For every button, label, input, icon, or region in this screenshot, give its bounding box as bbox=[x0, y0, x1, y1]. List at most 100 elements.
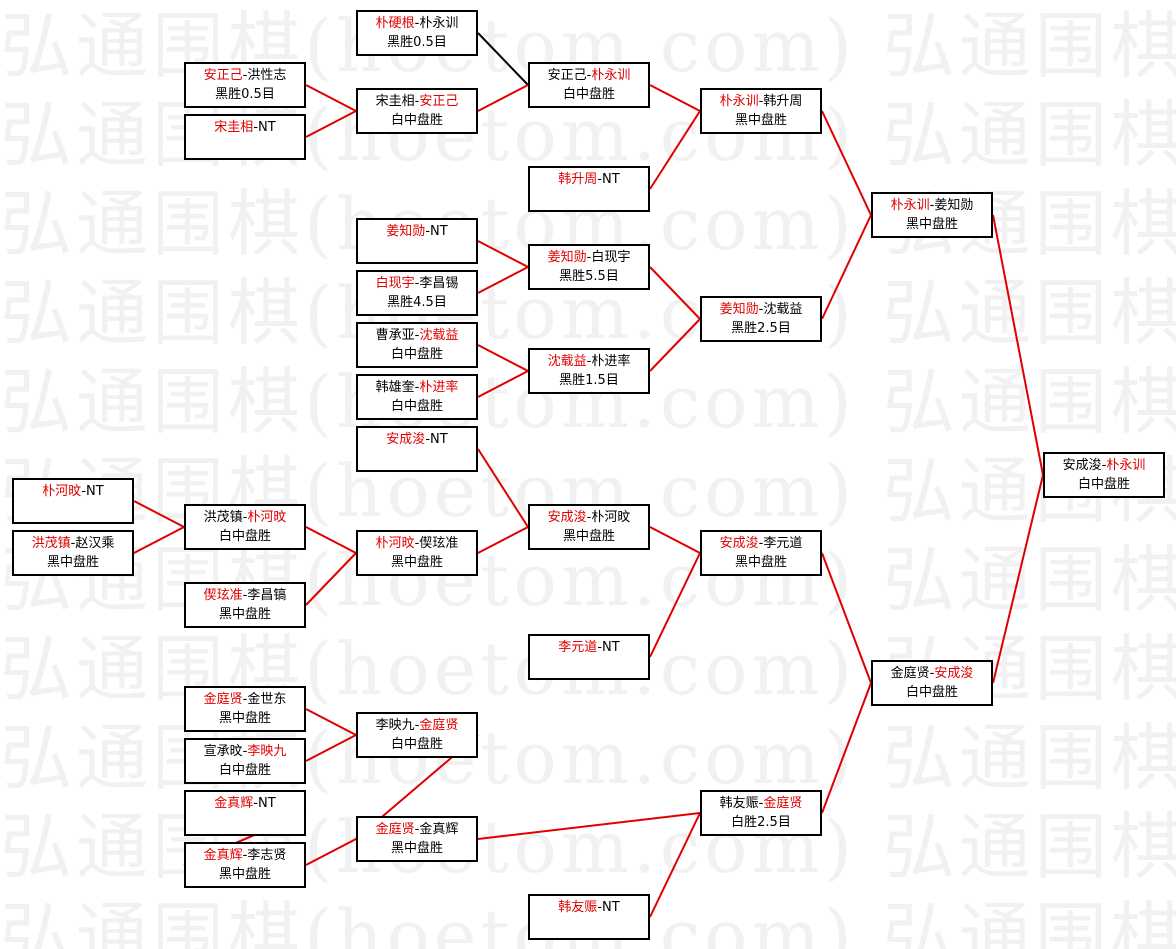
match-players: 朴河旼-NT bbox=[14, 482, 132, 501]
match-players: 朴硬根-朴永训 bbox=[358, 14, 476, 33]
separator: - bbox=[414, 276, 420, 291]
match-players: 安成浚-李元道 bbox=[702, 534, 820, 553]
separator: - bbox=[414, 328, 420, 343]
match-result: 黑中盘胜 bbox=[46, 555, 99, 570]
bracket-link bbox=[992, 474, 1044, 684]
bracket-link bbox=[477, 84, 529, 112]
winner-name: 宋圭相 bbox=[214, 120, 254, 135]
match-box: 朴河旼-偰玹准 黑中盘胜 bbox=[356, 530, 478, 576]
match-players: 安成浚-朴永训 bbox=[1045, 456, 1163, 475]
bracket-link bbox=[477, 526, 529, 554]
match-box: 曹承亚-沈载益 白中盘胜 bbox=[356, 322, 478, 368]
match-players: 安成浚-朴河旼 bbox=[530, 508, 648, 527]
bracket-link bbox=[477, 240, 529, 268]
match-box: 李映九-金庭贤 白中盘胜 bbox=[356, 712, 478, 758]
bracket-link bbox=[305, 526, 357, 554]
separator: - bbox=[253, 120, 259, 135]
player-name: 朴进率 bbox=[591, 354, 631, 369]
match-result: 白中盘胜 bbox=[218, 763, 271, 778]
match-result: 白中盘胜 bbox=[218, 529, 271, 544]
player-name: 李映九 bbox=[375, 718, 415, 733]
match-result: 黑胜4.5目 bbox=[387, 295, 447, 310]
player-name: 洪茂镇 bbox=[203, 510, 243, 525]
winner-name: 金庭贤 bbox=[375, 822, 415, 837]
separator: - bbox=[597, 172, 603, 187]
match-result: 黑中盘胜 bbox=[218, 867, 271, 882]
match-players: 金真辉-NT bbox=[186, 794, 304, 813]
bracket-link bbox=[133, 526, 185, 554]
bracket-link bbox=[649, 526, 701, 554]
winner-name: 沈载益 bbox=[547, 354, 587, 369]
bracket-link bbox=[305, 734, 357, 762]
bracket-link bbox=[477, 266, 529, 294]
match-box: 韩雄奎-朴进率 白中盘胜 bbox=[356, 374, 478, 420]
match-players: 白现宇-李昌锡 bbox=[358, 274, 476, 293]
match-players: 安正己-朴永训 bbox=[530, 66, 648, 85]
separator: - bbox=[586, 250, 592, 265]
winner-name: 韩友赈 bbox=[558, 900, 598, 915]
match-players: 金庭贤-金真辉 bbox=[358, 820, 476, 839]
match-players: 沈载益-朴进率 bbox=[530, 352, 648, 371]
match-box: 宣承旼-李映九白中盘胜 bbox=[184, 738, 306, 784]
player-name: 安正己 bbox=[547, 68, 587, 83]
player-name: 韩升周 bbox=[763, 94, 803, 109]
separator: - bbox=[414, 822, 420, 837]
player-name: 金真辉 bbox=[419, 822, 459, 837]
match-result: 黑中盘胜 bbox=[905, 217, 958, 232]
match-players: 宋圭相-NT bbox=[186, 118, 304, 137]
bracket-link bbox=[649, 812, 701, 918]
winner-name: 朴永训 bbox=[1106, 458, 1146, 473]
match-result: 黑胜0.5目 bbox=[387, 35, 447, 50]
match-box: 安成浚-李元道 黑中盘胜 bbox=[700, 530, 822, 576]
player-name: 白现宇 bbox=[591, 250, 631, 265]
match-players: 姜知勋-沈载益 bbox=[702, 300, 820, 319]
separator: - bbox=[586, 68, 592, 83]
player-name: NT bbox=[258, 120, 276, 135]
separator: - bbox=[242, 588, 248, 603]
player-name: 宣承旼 bbox=[203, 744, 243, 759]
winner-name: 朴永训 bbox=[719, 94, 759, 109]
match-players: 韩雄奎-朴进率 bbox=[358, 378, 476, 397]
separator: - bbox=[414, 380, 420, 395]
match-result: 黑中盘胜 bbox=[218, 711, 271, 726]
match-result: 黑中盘胜 bbox=[562, 529, 615, 544]
winner-name: 金庭贤 bbox=[203, 692, 243, 707]
player-name: 曹承亚 bbox=[375, 328, 415, 343]
separator: - bbox=[242, 68, 248, 83]
separator: - bbox=[414, 16, 420, 31]
match-box: 洪茂镇-赵汉乘 黑中盘胜 bbox=[12, 530, 134, 576]
player-name: 偰玹准 bbox=[419, 536, 459, 551]
match-box: 韩升周-NT bbox=[528, 166, 650, 212]
match-result: 黑中盘胜 bbox=[218, 607, 271, 622]
player-name: 朴河旼 bbox=[591, 510, 631, 525]
player-name: 宋圭相 bbox=[375, 94, 415, 109]
match-box: 洪茂镇-朴河旼 白中盘胜 bbox=[184, 504, 306, 550]
match-result: 白中盘胜 bbox=[390, 737, 443, 752]
match-players: 朴永训-韩升周 bbox=[702, 92, 820, 111]
player-name: 韩雄奎 bbox=[375, 380, 415, 395]
match-box: 偰玹准-李昌镐 黑中盘胜 bbox=[184, 582, 306, 628]
winner-name: 安成浚 bbox=[386, 432, 426, 447]
player-name: 金庭贤 bbox=[890, 666, 930, 681]
bracket-link bbox=[477, 32, 529, 86]
match-result: 白中盘胜 bbox=[905, 685, 958, 700]
player-name: 沈载益 bbox=[763, 302, 803, 317]
player-name: 李元道 bbox=[763, 536, 803, 551]
match-result: 白中盘胜 bbox=[390, 347, 443, 362]
match-result: 白中盘胜 bbox=[1077, 477, 1130, 492]
match-box: 安成浚-朴河旼黑中盘胜 bbox=[528, 504, 650, 550]
match-result: 黑胜1.5目 bbox=[559, 373, 619, 388]
player-name: NT bbox=[258, 796, 276, 811]
match-box: 沈载益-朴进率黑胜1.5目 bbox=[528, 348, 650, 394]
player-name: NT bbox=[430, 224, 448, 239]
separator: - bbox=[597, 640, 603, 655]
winner-name: 李映九 bbox=[247, 744, 287, 759]
winner-name: 白现宇 bbox=[375, 276, 415, 291]
winner-name: 姜知勋 bbox=[547, 250, 587, 265]
separator: - bbox=[242, 744, 248, 759]
player-name: 李昌锡 bbox=[419, 276, 459, 291]
match-result: 黑胜0.5目 bbox=[215, 87, 275, 102]
match-box: 姜知勋-白现宇 黑胜5.5目 bbox=[528, 244, 650, 290]
player-name: 金世东 bbox=[247, 692, 287, 707]
match-box: 朴永训-韩升周 黑中盘胜 bbox=[700, 88, 822, 134]
